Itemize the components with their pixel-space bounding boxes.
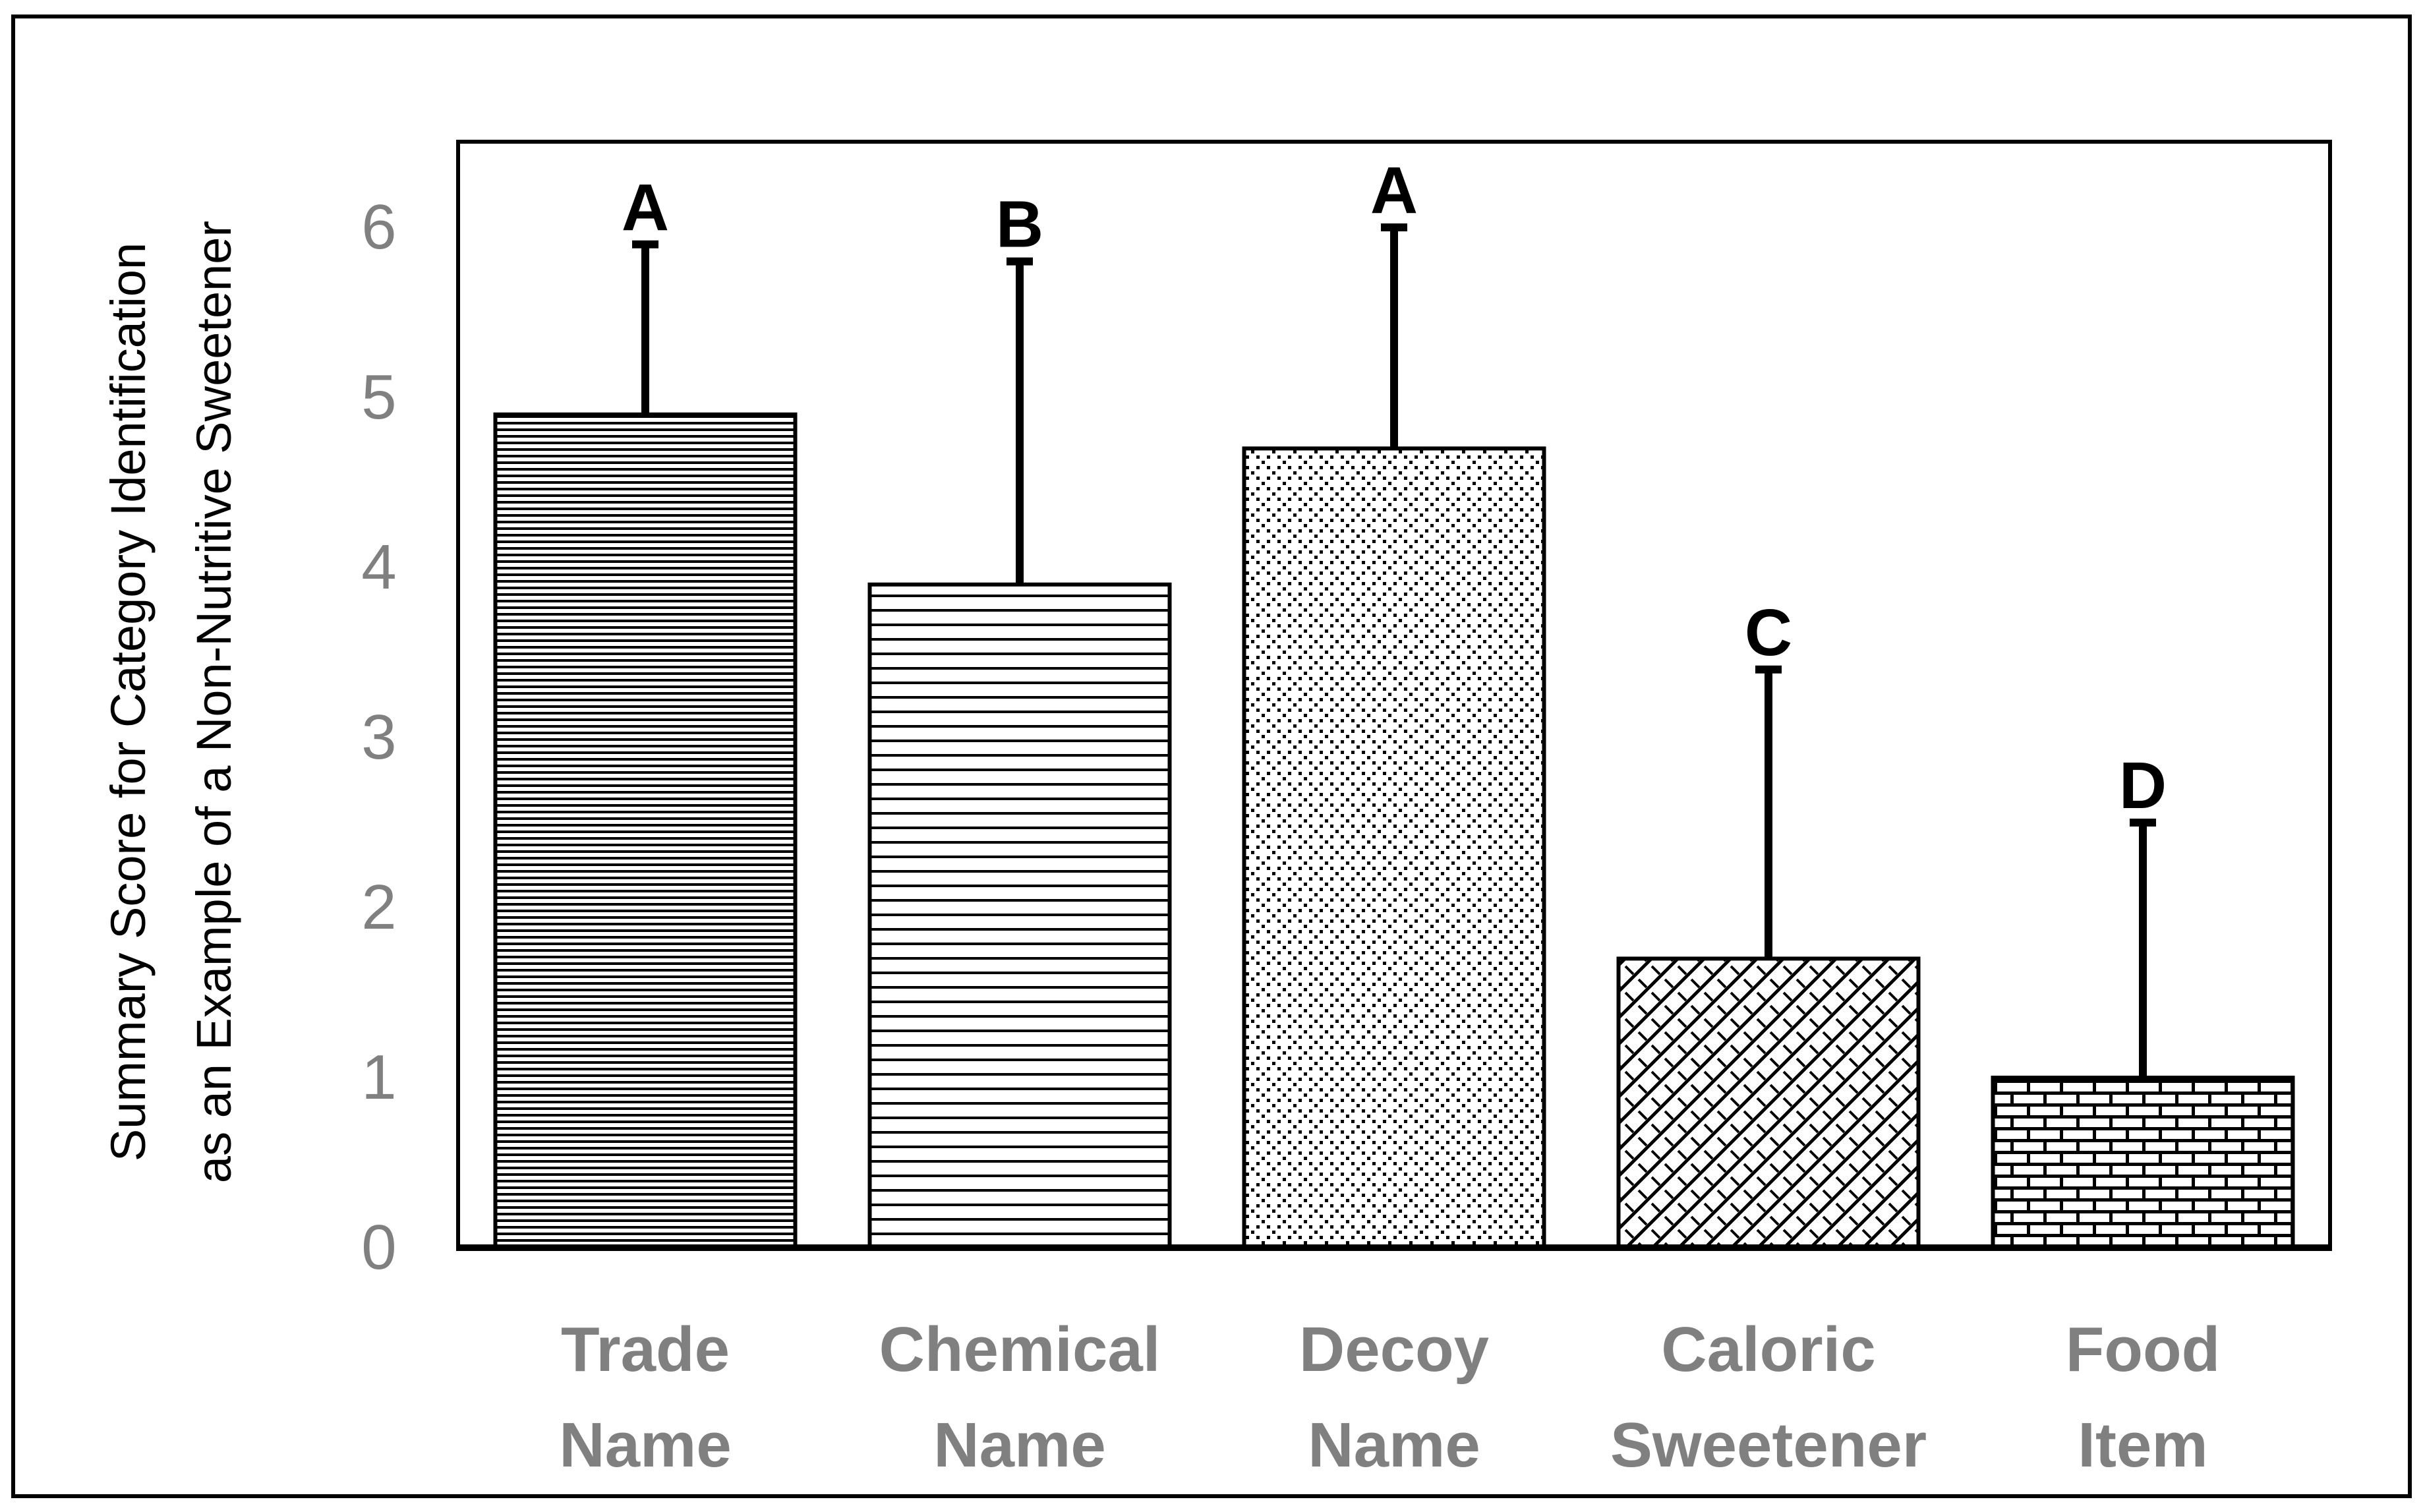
y-tick-label: 4 [361,532,396,602]
x-tick-label-line-2: Name [559,1410,731,1480]
bar-3 [1242,446,1546,1250]
x-tick-label-line-2: Name [1308,1410,1480,1480]
significance-letter-5: D [2119,749,2167,823]
x-tick-label-line-1: Chemical [879,1314,1161,1385]
error-bar-3 [1381,223,1407,449]
bar-5 [1991,1076,2295,1250]
x-tick-label-line-2: Sweetener [1610,1410,1927,1480]
bar-4 [1616,956,1921,1250]
error-bars [632,223,2156,1078]
x-tick-label-line-2: Name [933,1410,1105,1480]
y-tick-label: 0 [361,1212,396,1283]
y-axis-label-line-1: Summary Score for Category Identificatio… [101,243,156,1161]
y-tick-labels: 0 1 2 3 4 5 6 [361,192,396,1283]
bar-2 [867,582,1172,1250]
x-tick-labels: Trade Name Chemical Name Decoy Name Caloric Swe… [559,1314,2220,1480]
x-tick-label-line-1: Food [2066,1314,2221,1385]
y-tick-label: 5 [361,362,396,432]
error-bar-2 [1007,257,1033,585]
error-bar-4 [1755,665,1782,959]
error-bar-1 [632,240,658,415]
y-tick-label: 3 [361,702,396,772]
y-tick-label: 1 [361,1042,396,1113]
y-axis-label: Summary Score for Category Identificatio… [101,221,241,1183]
x-tick-label-line-2: Item [2078,1410,2207,1480]
bars [493,412,2295,1250]
y-tick-label: 2 [361,872,396,943]
significance-letter-1: A [622,171,669,245]
x-tick-label-line-1: Caloric [1661,1314,1875,1385]
significance-letter-4: C [1745,596,1792,670]
x-tick-label-line-1: Decoy [1299,1314,1489,1385]
significance-letter-2: B [996,188,1043,262]
x-tick-label-line-1: Trade [561,1314,730,1385]
y-tick-label: 6 [361,192,396,262]
significance-letter-3: A [1370,154,1418,227]
bar-1 [493,412,798,1250]
y-axis-label-line-2: as an Example of a Non-Nutritive Sweeten… [187,221,241,1183]
error-bar-5 [2130,819,2156,1078]
significance-letters: A B A C D [622,154,2167,823]
